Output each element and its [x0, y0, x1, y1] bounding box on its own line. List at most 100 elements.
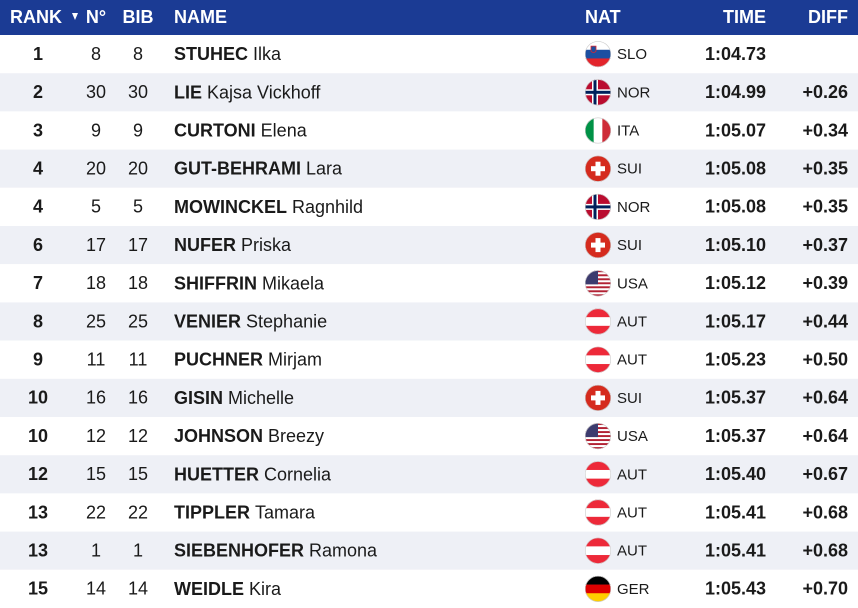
rank: 9: [33, 349, 43, 369]
athlete-name[interactable]: NUFER Priska: [174, 235, 292, 255]
athlete-name[interactable]: TIPPLER Tamara: [174, 502, 316, 522]
result-row: 8 25 25 VENIER Stephanie AUT 1:05.17 +0.44: [0, 302, 858, 341]
time: 1:05.10: [705, 235, 766, 255]
rank: 10: [28, 388, 48, 408]
start-number: 25: [86, 311, 106, 331]
time: 1:05.43: [705, 579, 766, 599]
flag: [585, 79, 611, 106]
nation: GER: [617, 581, 650, 598]
diff: +0.37: [802, 235, 848, 255]
first-name: Cornelia: [264, 464, 332, 484]
rank: 1: [33, 44, 43, 64]
diff: +0.39: [802, 273, 848, 293]
rank: 12: [28, 464, 48, 484]
result-row: 12 15 15 HUETTER Cornelia AUT 1:05.40 +0.67: [0, 455, 858, 494]
nation: USA: [617, 428, 648, 445]
diff: +0.68: [802, 540, 848, 560]
time: 1:05.41: [705, 502, 766, 522]
time: 1:05.37: [705, 388, 766, 408]
athlete-name[interactable]: JOHNSON Breezy: [174, 426, 324, 446]
athlete-name[interactable]: VENIER Stephanie: [174, 311, 327, 331]
athlete-name[interactable]: MOWINCKEL Ragnhild: [174, 197, 363, 217]
athlete-name[interactable]: PUCHNER Mirjam: [174, 349, 322, 369]
first-name: Ragnhild: [292, 197, 363, 217]
surname: SIEBENHOFER: [174, 540, 304, 560]
row-background: [0, 226, 858, 265]
flag: [585, 41, 611, 68]
flag: [585, 537, 611, 564]
rank: 10: [28, 426, 48, 446]
athlete-name[interactable]: SIEBENHOFER Ramona: [174, 540, 378, 560]
flag: [585, 499, 611, 526]
result-row: 4 20 20 GUT-BEHRAMI Lara SUI 1:05.08 +0.35: [0, 149, 858, 188]
athlete-name[interactable]: CURTONI Elena: [174, 120, 308, 140]
result-row: 4 5 5 MOWINCKEL Ragnhild NOR 1:05.08 +0.35: [0, 187, 858, 226]
bib: 18: [128, 273, 148, 293]
rank: 7: [33, 273, 43, 293]
athlete-name[interactable]: GISIN Michelle: [174, 388, 294, 408]
start-number: 8: [91, 44, 101, 64]
start-number: 11: [87, 349, 106, 369]
flag: [585, 155, 611, 182]
athlete-name[interactable]: STUHEC Ilka: [174, 44, 282, 64]
diff: +0.34: [802, 120, 848, 140]
result-row: 6 17 17 NUFER Priska SUI 1:05.10 +0.37: [0, 226, 858, 265]
row-background: [0, 493, 858, 532]
surname: LIE: [174, 82, 202, 102]
header-bar: [0, 0, 858, 35]
surname: TIPPLER: [174, 502, 250, 522]
time: 1:05.40: [705, 464, 766, 484]
first-name: Elena: [261, 120, 308, 140]
header-bib[interactable]: BIB: [123, 7, 154, 27]
time: 1:05.08: [705, 158, 766, 178]
header-time[interactable]: TIME: [723, 7, 766, 27]
first-name: Ramona: [309, 540, 378, 560]
athlete-name[interactable]: WEIDLE Kira: [174, 579, 282, 599]
athlete-name[interactable]: HUETTER Cornelia: [174, 464, 332, 484]
header-name[interactable]: NAME: [174, 7, 227, 27]
header-nat[interactable]: NAT: [585, 7, 621, 27]
start-number: 16: [86, 388, 106, 408]
surname: STUHEC: [174, 44, 248, 64]
bib: 22: [128, 502, 148, 522]
bib: 20: [128, 158, 148, 178]
rank: 13: [28, 502, 48, 522]
rank: 3: [33, 120, 43, 140]
surname: JOHNSON: [174, 426, 263, 446]
header-rank[interactable]: RANK: [10, 7, 62, 27]
first-name: Tamara: [255, 502, 316, 522]
diff: +0.35: [802, 158, 848, 178]
diff: +0.26: [802, 82, 848, 102]
start-number: 18: [86, 273, 106, 293]
nation: SUI: [617, 237, 642, 254]
row-background: [0, 417, 858, 456]
nation: SLO: [617, 46, 647, 63]
nation: USA: [617, 275, 648, 292]
row-background: [0, 264, 858, 303]
header-diff[interactable]: DIFF: [808, 7, 848, 27]
header-no[interactable]: N°: [86, 7, 106, 27]
athlete-name[interactable]: LIE Kajsa Vickhoff: [174, 82, 321, 102]
bib: 9: [133, 120, 143, 140]
athlete-name[interactable]: GUT-BEHRAMI Lara: [174, 158, 343, 178]
time: 1:04.73: [705, 44, 766, 64]
first-name: Kira: [249, 579, 282, 599]
diff: +0.50: [802, 349, 848, 369]
time: 1:05.12: [705, 273, 766, 293]
bib: 8: [133, 44, 143, 64]
start-number: 15: [86, 464, 106, 484]
result-row: 7 18 18 SHIFFRIN Mikaela USA 1:05.12 +0.39: [0, 264, 858, 303]
nation: SUI: [617, 161, 642, 178]
first-name: Lara: [306, 158, 343, 178]
athlete-name[interactable]: SHIFFRIN Mikaela: [174, 273, 325, 293]
first-name: Stephanie: [246, 311, 327, 331]
nation: ITA: [617, 122, 639, 139]
bib: 17: [128, 235, 148, 255]
result-row: 15 14 14 WEIDLE Kira GER 1:05.43 +0.70: [0, 569, 858, 608]
flag: [585, 270, 611, 297]
flag: [585, 346, 611, 373]
start-number: 20: [86, 158, 106, 178]
result-row: 1 8 8 STUHEC Ilka SLO 1:04.73: [0, 35, 858, 74]
result-row: 10 16 16 GISIN Michelle SUI 1:05.37 +0.64: [0, 378, 858, 417]
bib: 11: [129, 349, 148, 369]
